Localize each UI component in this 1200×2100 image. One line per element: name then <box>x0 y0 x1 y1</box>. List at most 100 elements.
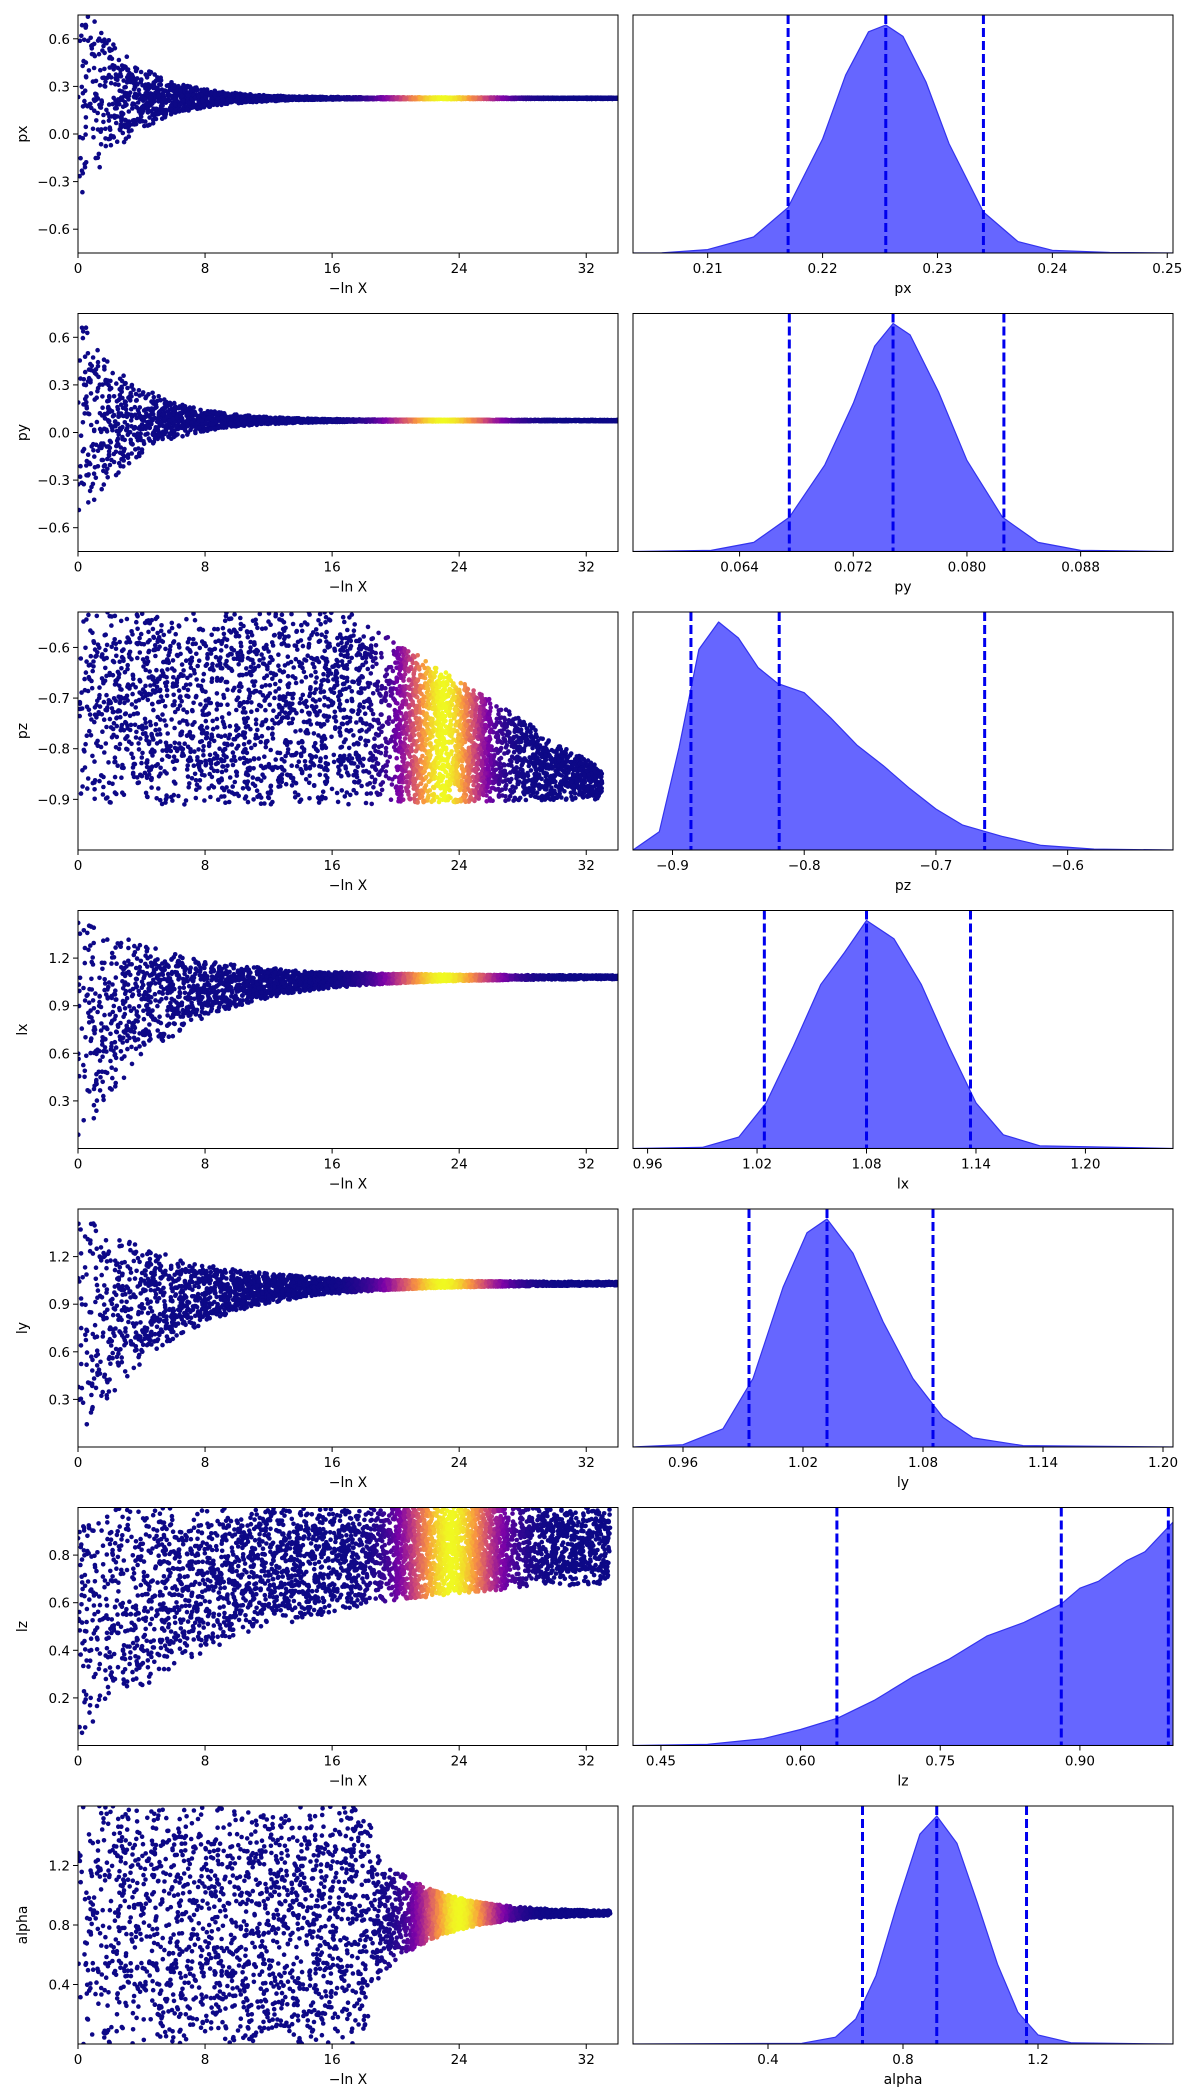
trace-point <box>563 96 568 101</box>
trace-point <box>108 80 114 86</box>
trace-point <box>114 139 120 144</box>
trace-point <box>135 116 140 122</box>
trace-point <box>89 105 94 111</box>
trace-point <box>102 84 108 89</box>
trace-point <box>174 88 180 93</box>
trace-point <box>214 102 220 108</box>
trace-point <box>151 80 156 85</box>
trace-point <box>183 84 188 89</box>
trace-point <box>113 72 119 77</box>
trace-point <box>123 84 128 90</box>
trace-point <box>119 110 124 116</box>
trace-point <box>101 119 106 125</box>
trace-point <box>82 98 87 104</box>
trace-point <box>461 96 467 101</box>
trace-point <box>178 88 183 93</box>
trace-point <box>130 74 136 79</box>
trace-point <box>97 164 102 170</box>
trace-point <box>210 99 215 104</box>
trace-point <box>113 120 119 126</box>
trace-x-tick-label: 0 <box>74 261 83 277</box>
trace-point <box>98 105 104 110</box>
trace-point <box>148 95 154 100</box>
trace-point <box>129 451 134 456</box>
kde-x-tick-label: 0.23 <box>922 261 952 277</box>
trace-point <box>167 98 172 103</box>
trace-x-tick-label: 8 <box>201 261 210 277</box>
trace-point <box>500 96 505 101</box>
trace-point <box>131 87 137 92</box>
trace-point <box>135 100 141 105</box>
trace-point <box>309 94 314 100</box>
trace-point <box>378 95 383 100</box>
trace-point <box>92 19 97 24</box>
trace-point <box>191 101 196 107</box>
trace-y-label: px <box>15 125 31 142</box>
trace-point <box>95 110 100 116</box>
trace-point <box>123 118 129 123</box>
trace-point <box>156 93 162 98</box>
trace-point <box>204 87 210 92</box>
trace-point <box>135 92 140 97</box>
trace-point <box>140 118 145 124</box>
trace-y-tick-label: −0.6 <box>37 222 70 238</box>
trace-point <box>580 96 585 101</box>
trace-point <box>154 85 160 91</box>
trace-point <box>161 96 167 101</box>
trace-point <box>122 420 128 425</box>
trace-point <box>120 66 125 72</box>
trace-point <box>613 96 618 101</box>
trace-point <box>602 96 607 101</box>
trace-point <box>144 105 149 111</box>
trace-point <box>134 105 140 110</box>
trace-point <box>82 88 88 93</box>
trace-point <box>552 96 557 101</box>
trace-point <box>97 83 103 88</box>
trace-point <box>143 86 148 91</box>
trace-point <box>83 115 89 120</box>
trace-point <box>138 69 144 75</box>
trace-point <box>200 99 206 104</box>
trace-point <box>78 94 81 100</box>
trace-point <box>92 108 97 113</box>
trace-point <box>83 124 89 130</box>
trace-point <box>83 132 88 137</box>
trace-point <box>128 418 134 423</box>
trace-point <box>343 96 349 101</box>
trace-point <box>424 96 430 101</box>
trace-point <box>93 78 99 84</box>
trace-point <box>85 38 91 43</box>
trace-point <box>596 96 602 101</box>
trace-point <box>118 95 124 101</box>
trace-point <box>110 101 115 107</box>
trace-point <box>253 99 259 104</box>
trace-point <box>512 96 518 102</box>
trace-point <box>199 92 204 97</box>
trace-point <box>112 46 118 51</box>
trace-points-px <box>78 15 618 195</box>
trace-point <box>303 95 308 101</box>
trace-x-tick-label: 32 <box>578 261 595 277</box>
trace-point <box>568 96 574 101</box>
trace-point <box>93 155 98 161</box>
trace-point <box>281 96 286 102</box>
trace-point <box>101 112 106 118</box>
trace-point <box>91 135 96 140</box>
trace-point <box>483 96 489 101</box>
trace-point <box>142 123 147 129</box>
trace-point <box>557 96 563 101</box>
trace-point <box>148 99 153 105</box>
trace-point <box>517 96 523 101</box>
trace-point <box>495 96 500 102</box>
kde-x-tick-label: 0.25 <box>1152 261 1182 277</box>
trace-point <box>235 93 240 99</box>
trace-point <box>79 22 85 28</box>
trace-point <box>298 94 304 100</box>
trace-point <box>394 96 400 101</box>
trace-points-py <box>78 325 618 513</box>
kde-area-px <box>633 24 1173 253</box>
trace-point <box>132 95 137 100</box>
trace-point <box>249 93 255 98</box>
trace-point <box>126 134 132 139</box>
